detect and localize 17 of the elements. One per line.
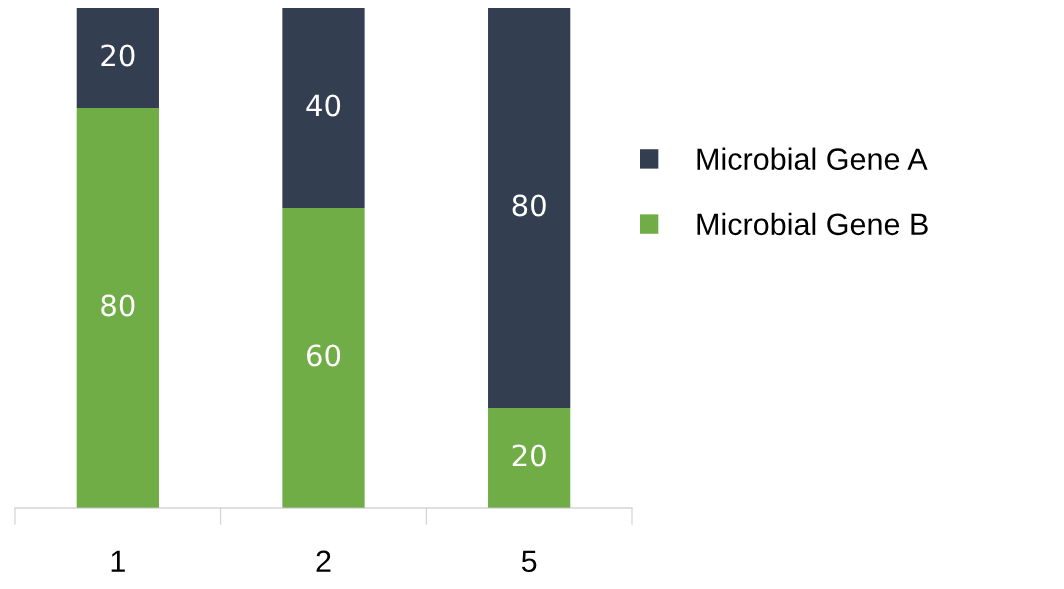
bar xyxy=(488,408,571,508)
bar xyxy=(282,208,365,508)
data-label: 80 xyxy=(101,294,135,317)
x-tick-label: 5 xyxy=(521,550,537,573)
legend-label: Microbial Gene B xyxy=(697,212,928,236)
data-label: 20 xyxy=(512,444,546,467)
x-tick-label: 1 xyxy=(111,550,125,572)
data-label: 40 xyxy=(306,94,341,117)
bar xyxy=(488,8,571,408)
data-label: 80 xyxy=(512,194,546,217)
bar xyxy=(76,8,159,108)
data-label: 20 xyxy=(101,44,135,67)
x-tick-label: 2 xyxy=(316,550,331,572)
bar xyxy=(76,108,159,508)
data-label: 60 xyxy=(306,344,341,367)
bar xyxy=(282,8,365,208)
legend-label: Microbial Gene A xyxy=(697,147,928,170)
